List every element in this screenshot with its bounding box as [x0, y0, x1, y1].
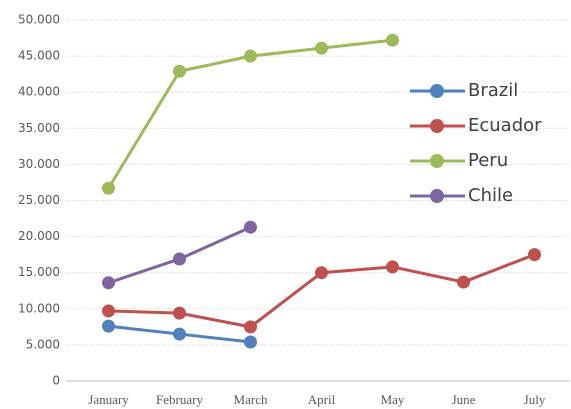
x-tick-label: June: [452, 392, 476, 407]
y-tick-label: 5.000: [26, 337, 60, 351]
series-line: [108, 253, 536, 329]
y-tick-label: 45.000: [18, 49, 60, 63]
legend-label: Ecuador: [468, 115, 542, 136]
data-point: [102, 304, 115, 318]
y-tick-label: 25.000: [18, 193, 60, 207]
x-tick-label: May: [381, 392, 405, 407]
data-point: [315, 266, 328, 280]
data-point: [173, 327, 186, 341]
data-point: [315, 41, 328, 55]
legend-marker: [430, 154, 444, 168]
y-tick-label: 40.000: [18, 85, 60, 99]
y-tick-label: 30.000: [18, 157, 60, 171]
legend-marker: [430, 119, 444, 133]
y-tick-label: 20.000: [18, 229, 60, 243]
y-tick-label: 0: [52, 374, 60, 388]
x-tick-label: January: [88, 392, 129, 407]
data-point: [173, 64, 186, 78]
data-point: [244, 335, 257, 349]
data-point: [173, 306, 186, 320]
data-point: [102, 276, 115, 290]
y-tick-label: 50.000: [18, 13, 60, 27]
legend-label: Peru: [468, 150, 508, 171]
data-point: [386, 260, 399, 274]
data-point: [457, 275, 470, 289]
x-tick-label: April: [308, 392, 336, 407]
data-point: [244, 220, 257, 234]
data-point: [386, 33, 399, 47]
data-point: [173, 252, 186, 266]
x-tick-label: February: [156, 392, 203, 407]
data-point: [528, 248, 541, 262]
y-tick-label: 35.000: [18, 121, 60, 135]
legend-marker: [430, 189, 444, 203]
legend-marker: [430, 84, 444, 98]
data-point: [244, 49, 257, 63]
data-point: [102, 319, 115, 333]
x-tick-label: March: [234, 392, 268, 407]
legend-label: Chile: [468, 185, 513, 206]
legend-label: Brazil: [468, 80, 518, 101]
y-tick-label: 10.000: [18, 301, 60, 315]
y-tick-label: 15.000: [18, 265, 60, 279]
data-point: [244, 320, 257, 334]
data-point: [102, 181, 115, 195]
x-tick-label: July: [524, 392, 546, 407]
